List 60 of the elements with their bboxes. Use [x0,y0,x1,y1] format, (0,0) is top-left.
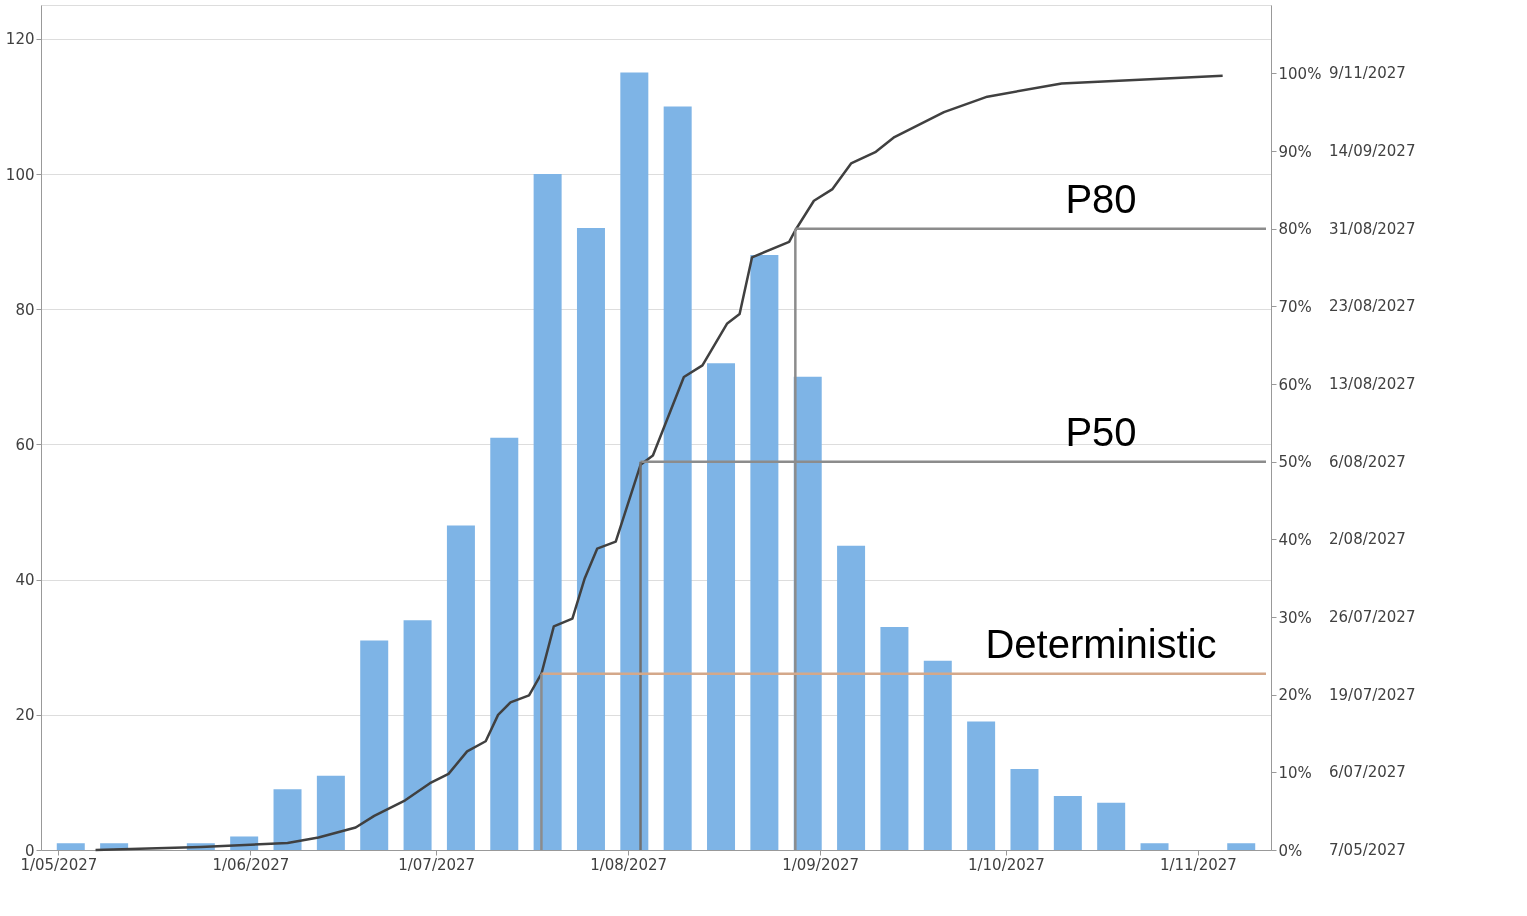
y2-tick-label: 30% [1278,608,1312,627]
bar [967,721,996,850]
text: 26/07/2027 [1329,608,1416,626]
bar [1097,802,1126,850]
bar [1053,795,1082,850]
text: 13/08/2027 [1329,375,1416,394]
text: 6/07/2027 [1329,763,1406,782]
bar [273,789,302,850]
x-tick-label: 1/10/2027 [967,855,1045,874]
text: 23/08/2027 [1329,297,1416,316]
bar [1010,768,1039,850]
text: 14/09/2027 [1329,142,1416,161]
text: 2/08/2027 [1329,530,1406,549]
bar [837,545,866,850]
ref-line-label: P50 [1065,409,1137,454]
bar [446,525,475,850]
y2-tick-label: 40% [1278,530,1312,549]
ref-line-label: P80 [1065,176,1137,221]
bar [707,363,736,850]
y-tick-label: 40 [15,571,35,590]
y-tick-label: 80 [15,300,35,319]
x-tick-label: 1/05/2027 [20,855,98,874]
y2-tick-label: 0% [1278,841,1303,860]
y-tick-label: 20 [15,706,35,725]
bar [56,843,85,850]
x-tick-label: 1/09/2027 [782,855,860,874]
x-tick-label: 1/06/2027 [212,855,290,874]
text: 9/11/2027 [1329,64,1406,83]
bar [360,640,389,850]
y2-tick-label: 90% [1278,142,1312,161]
text: 31/08/2027 [1329,219,1416,238]
y2-tick-label: 20% [1278,686,1312,705]
bar [533,174,562,850]
bar [923,660,952,850]
text: 19/07/2027 [1329,685,1416,704]
text: 6/08/2027 [1329,452,1406,471]
y2-tick-label: 70% [1278,297,1312,316]
y2-tick-label: 80% [1278,220,1312,239]
bar [316,775,345,850]
x-tick-label: 1/07/2027 [398,855,476,874]
text: 7/05/2027 [1329,841,1406,859]
bar [490,437,519,850]
bar [663,106,692,850]
bar [880,626,909,850]
bar [620,72,649,850]
bar [1140,843,1169,850]
y-tick-label: 100 [5,165,35,184]
bar [750,255,779,850]
bar [403,620,432,850]
y2-tick-label: 10% [1278,763,1312,782]
bar [576,228,605,850]
y2-tick-label: 100% [1278,64,1322,83]
y2-tick-label: 50% [1278,453,1312,472]
x-tick-label: 1/11/2027 [1159,855,1237,874]
y2-tick-label: 60% [1278,375,1312,394]
ref-line-label: Deterministic [985,621,1217,666]
y-tick-label: 60 [15,435,35,454]
bar [1227,843,1256,850]
y-tick-label: 120 [5,30,35,49]
x-tick-label: 1/08/2027 [590,855,668,874]
